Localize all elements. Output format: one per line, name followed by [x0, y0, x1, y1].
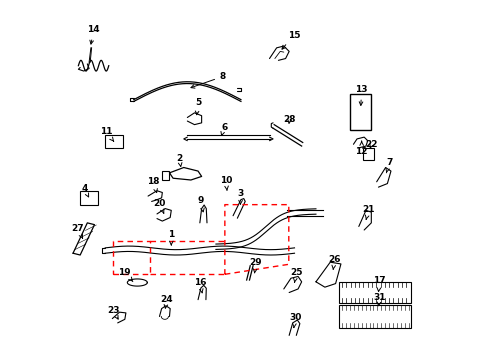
Text: 11: 11 [100, 127, 114, 141]
Text: 27: 27 [71, 224, 83, 238]
Text: 14: 14 [87, 26, 100, 44]
Text: 9: 9 [197, 196, 204, 212]
Text: 12: 12 [355, 141, 367, 156]
Text: 29: 29 [249, 258, 262, 273]
Text: 13: 13 [355, 85, 367, 105]
Text: 1: 1 [168, 230, 174, 245]
Text: 24: 24 [160, 295, 173, 308]
Text: 2: 2 [176, 154, 182, 166]
Text: 16: 16 [193, 278, 205, 293]
Text: 19: 19 [118, 268, 133, 282]
Text: 18: 18 [147, 177, 159, 193]
Text: 31: 31 [372, 293, 385, 306]
Text: 10: 10 [219, 176, 232, 190]
Text: 8: 8 [191, 72, 226, 88]
Text: 22: 22 [365, 140, 377, 149]
Text: 28: 28 [283, 116, 295, 125]
Text: 4: 4 [81, 184, 88, 197]
Text: 7: 7 [385, 158, 391, 173]
Text: 30: 30 [288, 313, 301, 328]
Text: 25: 25 [289, 268, 302, 282]
Text: 21: 21 [362, 205, 374, 219]
Text: 15: 15 [282, 31, 300, 49]
Text: 5: 5 [195, 98, 201, 115]
Text: 6: 6 [221, 123, 227, 135]
Text: 3: 3 [237, 189, 244, 204]
Text: 20: 20 [153, 199, 165, 213]
Text: 17: 17 [372, 276, 385, 292]
Text: 23: 23 [106, 306, 119, 319]
Text: 26: 26 [327, 255, 340, 269]
